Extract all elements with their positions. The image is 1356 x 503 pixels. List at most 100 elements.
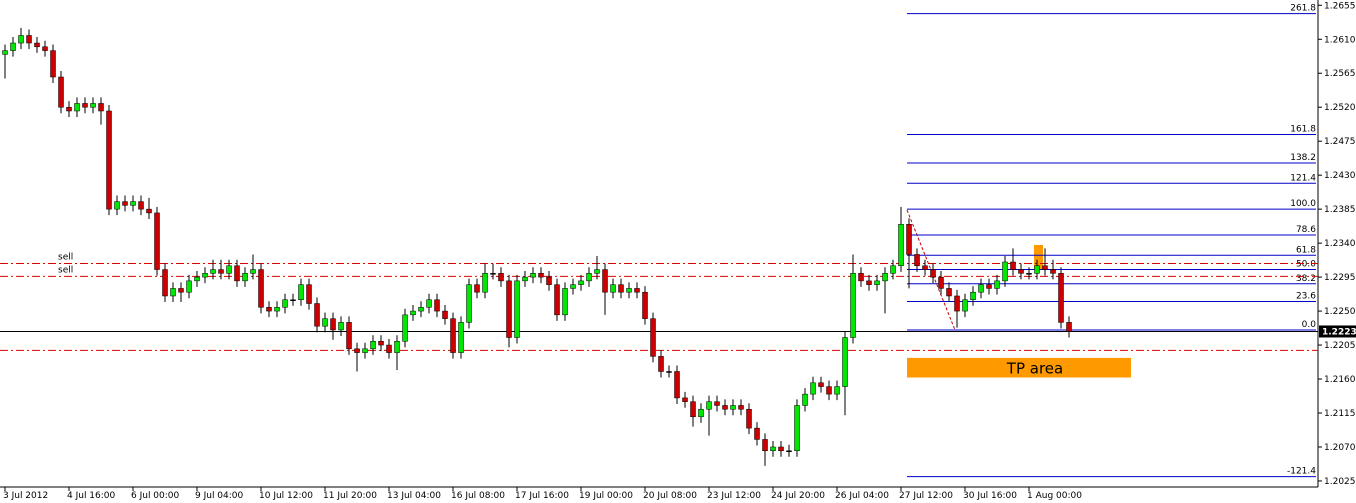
candle-body bbox=[602, 269, 608, 293]
candle-body bbox=[634, 288, 640, 293]
candle-body bbox=[698, 408, 704, 418]
y-tick-label: 1.2295 bbox=[1324, 273, 1356, 283]
candle-body bbox=[186, 280, 192, 293]
candle-body bbox=[1050, 269, 1056, 274]
candle-body bbox=[490, 273, 496, 275]
x-tick-label: 19 Jul 00:00 bbox=[579, 491, 633, 501]
trend-line bbox=[906, 209, 956, 331]
candle-body bbox=[650, 318, 656, 357]
candle-body bbox=[730, 405, 736, 410]
candle-body bbox=[202, 273, 208, 278]
candle-body bbox=[1034, 265, 1040, 274]
y-tick-label: 1.2520 bbox=[1324, 103, 1356, 113]
candle-body bbox=[674, 371, 680, 399]
current-price-label: 1.2223 bbox=[1322, 327, 1356, 337]
candle-body bbox=[274, 307, 280, 312]
candle-body bbox=[890, 265, 896, 274]
candle-body bbox=[290, 299, 296, 302]
candle-body bbox=[594, 269, 600, 274]
candle-body bbox=[562, 288, 568, 316]
candle-body bbox=[58, 76, 64, 108]
level-label: sell bbox=[58, 265, 73, 275]
candle-body bbox=[10, 42, 16, 51]
candle-body bbox=[1018, 269, 1024, 274]
candle-body bbox=[466, 284, 472, 323]
candle-body bbox=[498, 273, 504, 282]
candle-body bbox=[42, 46, 48, 51]
x-tick-label: 23 Jul 12:00 bbox=[707, 491, 761, 501]
candle-body bbox=[194, 276, 200, 282]
candle-body bbox=[482, 273, 488, 293]
candle-body bbox=[18, 35, 24, 44]
x-tick-label: 3 Jul 2012 bbox=[3, 491, 48, 501]
candle-body bbox=[538, 273, 544, 278]
candle-body bbox=[978, 284, 984, 293]
candle-body bbox=[2, 50, 8, 55]
candle-body bbox=[82, 103, 88, 108]
candle-body bbox=[178, 288, 184, 293]
candle-body bbox=[786, 450, 792, 453]
entry-marker bbox=[1034, 245, 1043, 270]
y-tick-label: 1.2250 bbox=[1324, 307, 1356, 317]
candle-body bbox=[930, 269, 936, 278]
tp-area bbox=[907, 357, 1131, 378]
candle-body bbox=[218, 269, 224, 274]
candle-body bbox=[146, 208, 152, 214]
y-tick-label: 1.2385 bbox=[1324, 205, 1356, 215]
y-tick-label: 1.2475 bbox=[1324, 137, 1356, 147]
candle-body bbox=[90, 103, 96, 108]
candle-body bbox=[682, 397, 688, 402]
candle-body bbox=[770, 446, 776, 452]
candle-body bbox=[618, 284, 624, 293]
candle-body bbox=[690, 401, 696, 418]
candle-body bbox=[474, 284, 480, 293]
candle-body bbox=[874, 280, 880, 285]
candle-body bbox=[98, 103, 104, 112]
candle-body bbox=[210, 269, 216, 274]
fib-label: 161.8 bbox=[1290, 124, 1316, 134]
candle-body bbox=[338, 322, 344, 331]
candle-body bbox=[882, 273, 888, 282]
candle-body bbox=[898, 223, 904, 267]
fib-label: 50.0 bbox=[1296, 260, 1316, 270]
candle-body bbox=[834, 386, 840, 395]
candle-body bbox=[938, 276, 944, 289]
candle-body bbox=[778, 446, 784, 452]
y-tick-label: 1.2160 bbox=[1324, 375, 1356, 385]
tp-label: TP area bbox=[1006, 360, 1063, 378]
candle-body bbox=[242, 273, 248, 282]
candle-body bbox=[762, 439, 768, 452]
x-tick-label: 9 Jul 04:00 bbox=[195, 491, 244, 501]
candle-body bbox=[370, 341, 376, 350]
y-tick-label: 1.2655 bbox=[1324, 1, 1356, 11]
candle-body bbox=[130, 201, 136, 206]
candle-body bbox=[74, 103, 80, 112]
candle-body bbox=[162, 269, 168, 297]
x-tick-label: 6 Jul 00:00 bbox=[131, 491, 180, 501]
candle-body bbox=[970, 291, 976, 301]
candle-body bbox=[610, 284, 616, 293]
candle-body bbox=[434, 299, 440, 312]
y-tick-label: 1.2565 bbox=[1324, 69, 1356, 79]
candle-body bbox=[450, 318, 456, 353]
candle-body bbox=[122, 201, 128, 206]
candle-body bbox=[106, 110, 112, 210]
candle-body bbox=[642, 291, 648, 319]
candle-body bbox=[570, 284, 576, 289]
y-tick-label: 1.2070 bbox=[1324, 443, 1356, 453]
candle-body bbox=[842, 337, 848, 387]
candle-body bbox=[1058, 273, 1064, 323]
candle-body bbox=[706, 401, 712, 410]
candle-body bbox=[410, 310, 416, 316]
candle-body bbox=[810, 382, 816, 395]
candle-body bbox=[866, 280, 872, 285]
candle-body bbox=[986, 284, 992, 289]
candle-body bbox=[66, 106, 72, 112]
candle-body bbox=[362, 348, 368, 353]
candle-body bbox=[722, 405, 728, 410]
candle-body bbox=[1066, 322, 1072, 332]
fib-label: 78.6 bbox=[1296, 225, 1316, 235]
candle-body bbox=[962, 299, 968, 312]
x-tick-label: 30 Jul 16:00 bbox=[963, 491, 1017, 501]
candle-body bbox=[282, 299, 288, 308]
